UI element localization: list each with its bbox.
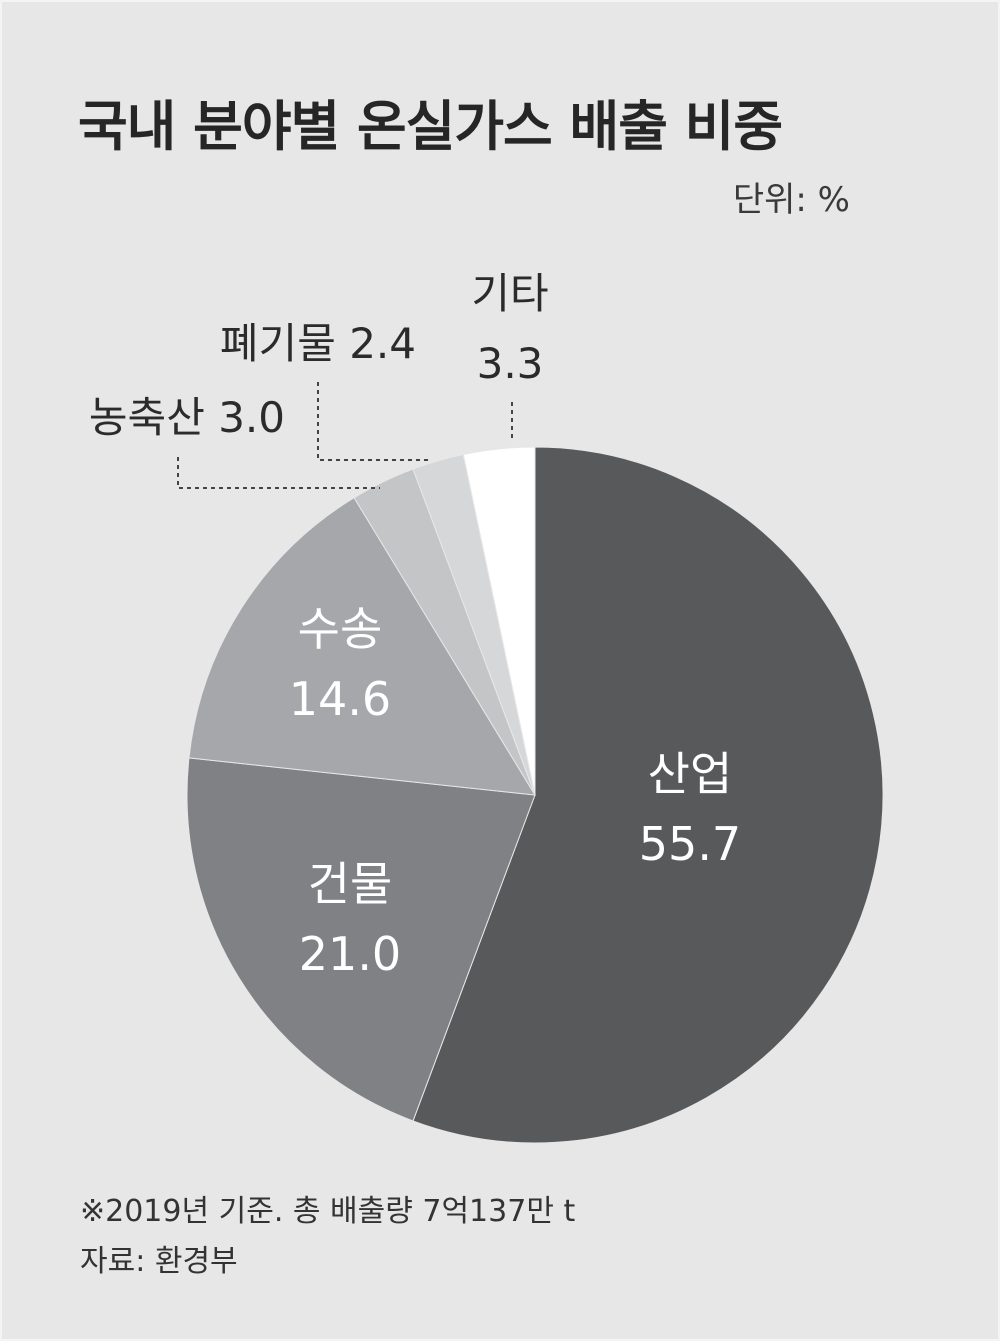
slice-callout-4: 폐기물 2.4 xyxy=(220,319,416,368)
slice-label-4: 폐기물 xyxy=(220,319,349,368)
pie-slice-0 xyxy=(412,446,884,1144)
source-note: 자료: 환경부 xyxy=(80,1244,238,1279)
slice-label-3: 농축산 xyxy=(89,393,218,442)
unit-label: 단위: % xyxy=(732,180,850,220)
slice-value-0: 55.7 xyxy=(639,817,741,871)
pie-slice-2 xyxy=(188,497,536,796)
slice-value-4: 2.4 xyxy=(349,319,416,368)
chart-title: 국내 분야별 온실가스 배출 비중 xyxy=(78,95,783,158)
slice-label-5: 기타 xyxy=(471,269,548,318)
slice-value-3: 3.0 xyxy=(218,393,285,442)
slice-value-1: 21.0 xyxy=(299,927,401,981)
footnote: ※2019년 기준. 총 배출량 7억137만 t xyxy=(80,1194,576,1229)
leader-line-4 xyxy=(317,382,432,461)
pie-slice-1 xyxy=(186,757,536,1122)
leader-line-3 xyxy=(177,457,380,489)
slice-label-0: 산업 xyxy=(648,747,733,801)
slice-label-2: 수송 xyxy=(298,602,383,656)
slice-value-2: 14.6 xyxy=(289,672,391,726)
slice-value-5: 3.3 xyxy=(477,339,544,388)
slice-label-1: 건물 xyxy=(308,857,393,911)
slice-callout-3: 농축산 3.0 xyxy=(89,393,285,442)
pie-slice-5 xyxy=(462,446,536,796)
